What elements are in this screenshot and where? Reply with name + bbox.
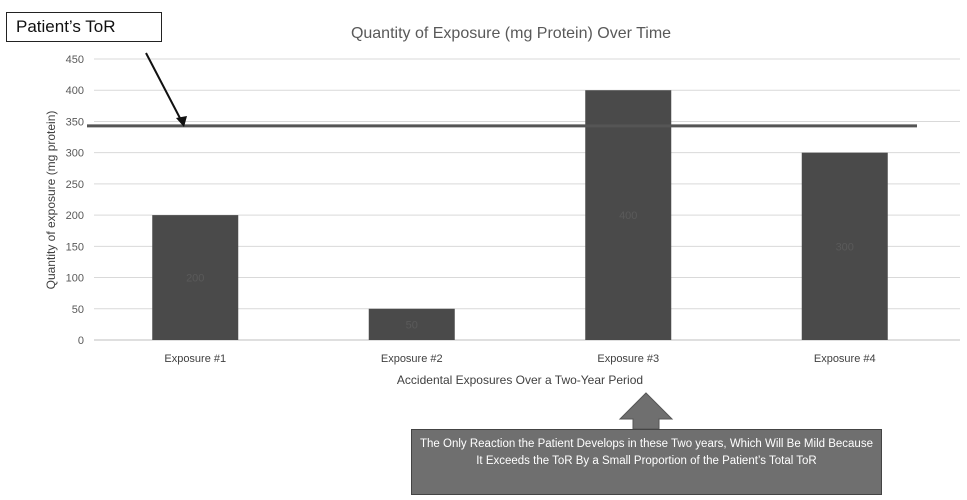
y-tick-label: 100 xyxy=(66,273,84,285)
bar xyxy=(368,308,455,340)
x-tick-label: Exposure #1 xyxy=(164,353,226,365)
x-tick-label: Exposure #2 xyxy=(381,353,443,365)
callout-arrow xyxy=(145,52,187,127)
y-tick-label: 350 xyxy=(66,116,84,128)
y-tick-label: 300 xyxy=(66,148,84,160)
data-label: 400 xyxy=(619,210,637,222)
y-tick-label: 400 xyxy=(66,85,84,97)
y-tick-label: 200 xyxy=(66,210,84,222)
data-label: 200 xyxy=(186,273,204,285)
x-axis-label: Accidental Exposures Over a Two-Year Per… xyxy=(397,373,643,387)
tor-callout-label: Patient’s ToR xyxy=(6,12,162,42)
y-tick-label: 50 xyxy=(72,304,84,316)
x-axis-ticks: Exposure #1 Exposure #2 Exposure #3 Exposur… xyxy=(164,353,875,365)
y-tick-label: 0 xyxy=(78,335,84,347)
bar xyxy=(801,152,888,340)
data-label: 50 xyxy=(406,319,418,331)
x-tick-label: Exposure #3 xyxy=(597,353,659,365)
bar xyxy=(152,215,239,340)
y-tick-label: 250 xyxy=(66,179,84,191)
y-axis-label: Quantity of exposure (mg protein) xyxy=(44,111,58,290)
data-label: 300 xyxy=(836,241,854,253)
reaction-note-box: The Only Reaction the Patient Develops i… xyxy=(411,429,882,495)
gridlines xyxy=(94,58,960,341)
y-axis-ticks: 0 50 100 150 200 250 300 350 400 450 xyxy=(66,54,84,347)
y-tick-label: 150 xyxy=(66,241,84,253)
chart-title: Quantity of Exposure (mg Protein) Over T… xyxy=(351,25,671,42)
bar xyxy=(585,90,672,340)
up-arrow-shape xyxy=(618,392,674,430)
bars: 200 50 400 300 xyxy=(152,90,888,340)
y-tick-label: 450 xyxy=(66,54,84,66)
x-tick-label: Exposure #4 xyxy=(814,353,876,365)
